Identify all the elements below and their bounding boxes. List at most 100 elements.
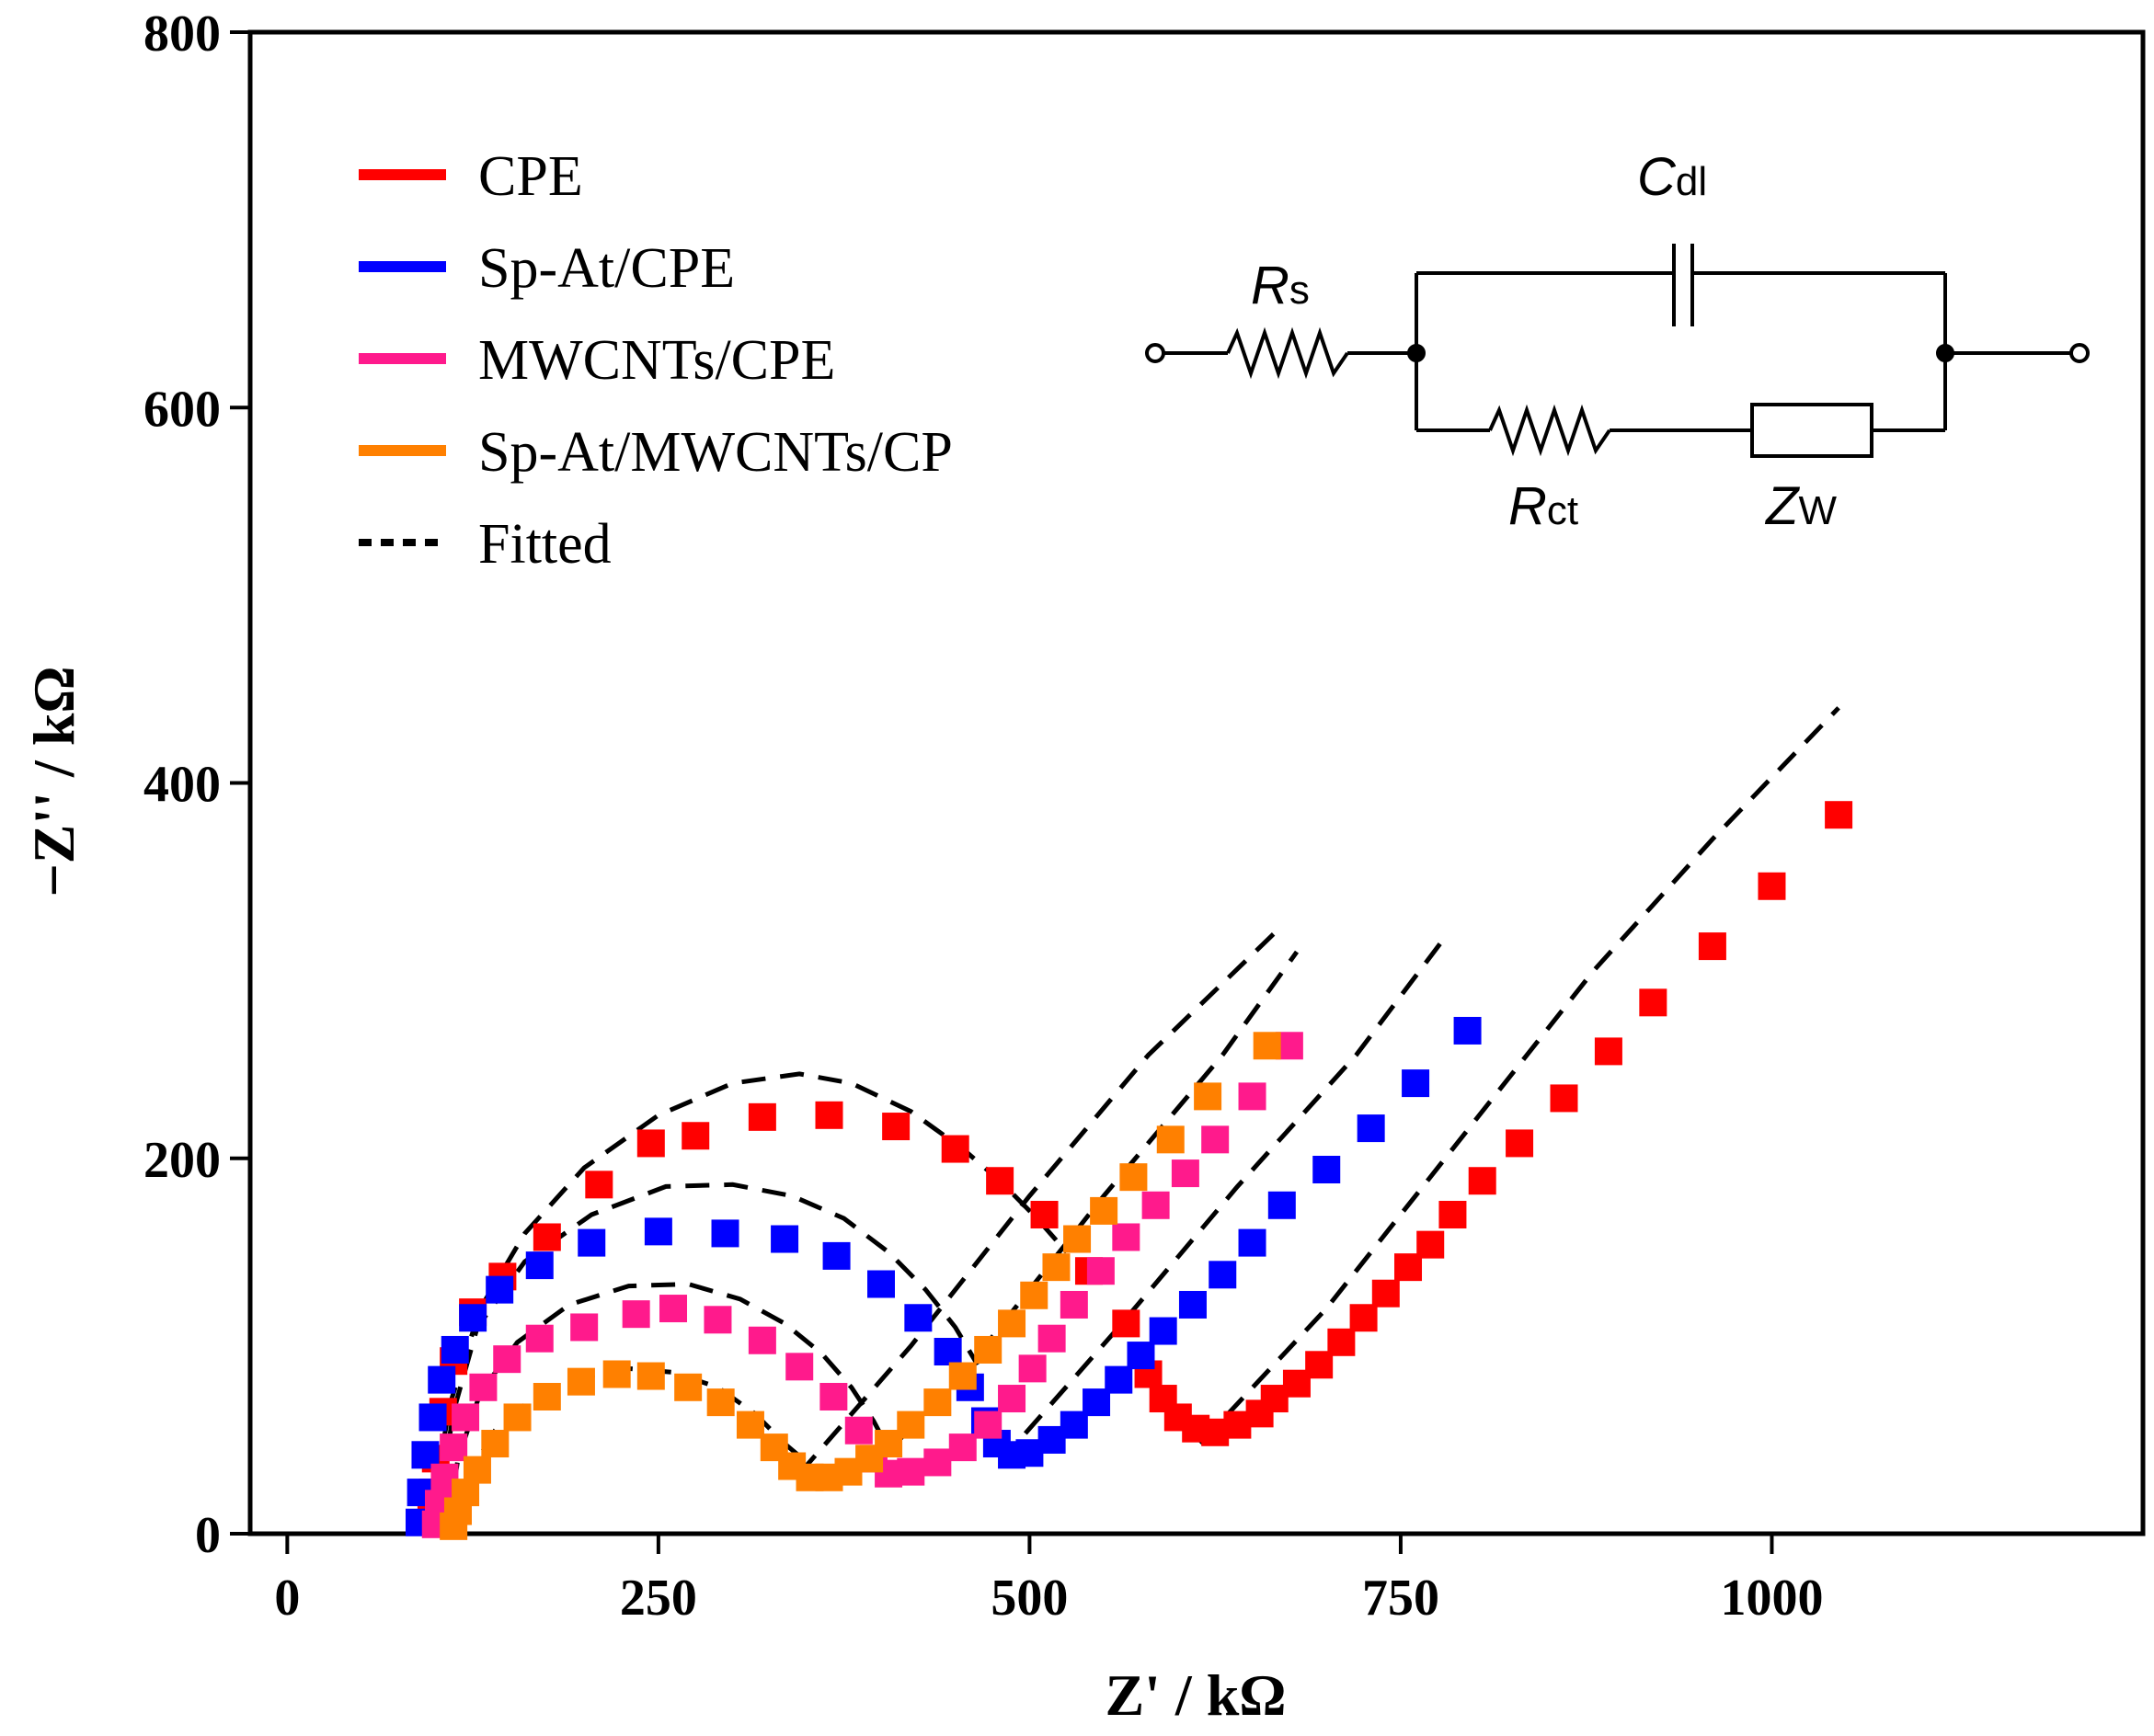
- data-point: [1105, 1365, 1133, 1394]
- legend-label: Fitted: [478, 513, 612, 576]
- data-point: [974, 1410, 1003, 1439]
- data-point: [748, 1102, 776, 1131]
- data-point: [998, 1309, 1026, 1338]
- data-point: [1698, 932, 1726, 961]
- series-cpe: [417, 801, 1853, 1533]
- data-point: [1194, 1082, 1222, 1111]
- label-rct: Rct: [1508, 476, 1578, 536]
- resistor-rs-symbol: [1226, 326, 1349, 380]
- legend-label: CPE: [478, 145, 583, 208]
- y-tick-label: 0: [195, 1507, 221, 1564]
- data-point: [1209, 1261, 1237, 1289]
- data-point: [897, 1457, 925, 1486]
- data-point: [525, 1324, 554, 1353]
- data-point: [1357, 1114, 1385, 1143]
- data-markers: [406, 801, 1853, 1540]
- data-point: [704, 1306, 732, 1334]
- x-axis-title: Z' / kΩ: [1105, 1662, 1286, 1728]
- data-point: [815, 1101, 843, 1129]
- data-point: [1468, 1167, 1496, 1195]
- data-point: [711, 1219, 739, 1248]
- data-point: [941, 1135, 969, 1163]
- data-point: [1112, 1223, 1140, 1251]
- data-point: [934, 1337, 962, 1365]
- data-point: [481, 1430, 510, 1458]
- data-point: [1119, 1163, 1148, 1192]
- data-point: [428, 1365, 456, 1394]
- data-point: [682, 1122, 710, 1150]
- data-point: [1825, 801, 1853, 829]
- data-point: [1141, 1191, 1170, 1219]
- data-point: [923, 1388, 952, 1417]
- data-point: [452, 1403, 480, 1432]
- data-point: [459, 1304, 487, 1332]
- data-point: [771, 1225, 799, 1253]
- data-point: [1267, 1191, 1296, 1219]
- x-tick-label: 250: [620, 1570, 697, 1627]
- data-point: [1020, 1281, 1048, 1309]
- data-point: [1156, 1125, 1185, 1154]
- data-point: [1639, 988, 1667, 1017]
- data-point: [1327, 1328, 1356, 1356]
- data-point: [1042, 1253, 1071, 1282]
- data-point: [1060, 1290, 1088, 1319]
- y-axis-title: −Z'' / kΩ: [21, 666, 86, 897]
- legend-label: MWCNTs/CPE: [478, 329, 835, 392]
- fitted-tail: [872, 950, 1300, 1470]
- data-point: [1550, 1084, 1578, 1113]
- data-point: [1171, 1159, 1199, 1188]
- data-point: [923, 1448, 952, 1477]
- series-mwcnts-cpe: [421, 1032, 1303, 1538]
- data-point: [1758, 872, 1786, 900]
- data-point: [706, 1388, 735, 1417]
- data-point: [469, 1373, 498, 1401]
- data-point: [736, 1410, 764, 1439]
- series-sp-at-cpe: [406, 1016, 1482, 1536]
- resistor-rct-symbol: [1488, 404, 1611, 457]
- data-point: [1178, 1290, 1207, 1319]
- data-point: [486, 1275, 514, 1304]
- data-point: [948, 1433, 977, 1462]
- data-point: [585, 1171, 613, 1199]
- axis-tick-labels: 0 250 500 750 1000 0 200 400 600 800: [143, 6, 1823, 1627]
- data-point: [1238, 1082, 1266, 1111]
- circuit-labels: Rs Cdl Rct ZW: [1251, 147, 1837, 536]
- data-point: [418, 1403, 447, 1432]
- legend-label: Sp-At/CPE: [478, 237, 735, 300]
- data-point: [636, 1362, 665, 1390]
- data-point: [1453, 1016, 1482, 1045]
- data-point: [440, 1433, 468, 1462]
- y-tick-label: 400: [143, 757, 221, 814]
- data-point: [998, 1385, 1026, 1413]
- series-sp-at-mwcnts-cp: [440, 1032, 1281, 1540]
- legend-item: Sp-At/MWCNTs/CP: [359, 421, 953, 484]
- data-point: [463, 1456, 491, 1484]
- data-point: [493, 1345, 521, 1374]
- circuit-terminal-right: [2069, 343, 2090, 363]
- fitted-tail: [1198, 706, 1840, 1445]
- equivalent-circuit: [1145, 244, 2090, 458]
- data-point: [974, 1335, 1003, 1364]
- data-point: [533, 1223, 561, 1251]
- data-point: [1416, 1230, 1445, 1259]
- data-point: [819, 1382, 848, 1410]
- fitted-arc: [460, 1365, 808, 1525]
- data-point: [1112, 1309, 1140, 1338]
- data-point: [578, 1228, 606, 1257]
- data-point: [1149, 1317, 1177, 1345]
- warburg-zw-symbol: [1750, 403, 1873, 458]
- data-point: [904, 1304, 933, 1332]
- data-point: [570, 1313, 599, 1342]
- data-point: [1253, 1032, 1281, 1060]
- y-tick-label: 200: [143, 1132, 221, 1189]
- data-point: [659, 1295, 688, 1323]
- data-point: [822, 1241, 851, 1270]
- legend: CPE Sp-At/CPE MWCNTs/CPE Sp-At/MWCNTs/CP Fit…: [359, 145, 953, 576]
- axis-ticks: [230, 30, 1774, 1554]
- legend-item: Fitted: [359, 513, 612, 576]
- y-tick-label: 600: [143, 381, 221, 438]
- data-point: [844, 1416, 873, 1445]
- data-point: [948, 1362, 977, 1390]
- x-tick-label: 0: [274, 1570, 300, 1627]
